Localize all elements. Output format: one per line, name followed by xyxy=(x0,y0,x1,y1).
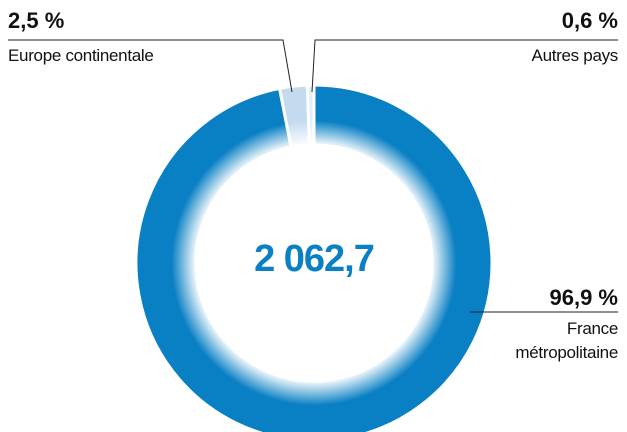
category-label: Autres pays xyxy=(531,46,619,65)
value-label: 0,6 % xyxy=(561,8,618,33)
leader-line xyxy=(8,39,293,93)
category-label: France métropolitaine xyxy=(515,319,618,362)
value-label: 2,5 % xyxy=(8,8,65,33)
center-label: 2 062,7 xyxy=(254,238,375,280)
category-label: Europe continentale xyxy=(8,46,154,65)
donut-slice xyxy=(134,83,494,432)
leader-line xyxy=(311,39,618,93)
value-label: 96,9 % xyxy=(549,285,619,310)
donut-slice xyxy=(305,83,316,147)
